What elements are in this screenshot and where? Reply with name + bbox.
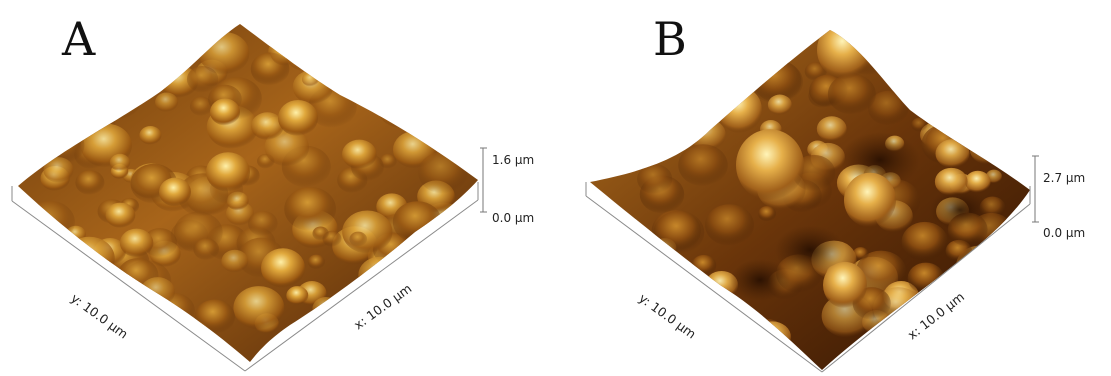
y-axis-label-b: y: 10.0 µm	[636, 290, 699, 341]
plot-box-b	[585, 182, 1031, 373]
afm-panel-b: B	[560, 0, 1111, 376]
y-axis-label-a: y: 10.0 µm	[68, 290, 131, 341]
afm-panel-a: A	[11, 12, 534, 372]
z-min-label-b: 0.0 µm	[1043, 226, 1085, 240]
panel-label-a: A	[62, 12, 96, 66]
afm-surface-plot-b: 2.7 µm 0.0 µm y: 10.0 µm x: 10.0 µm	[585, 30, 1085, 373]
afm-surface-plot-a: 1.6 µm 0.0 µm y: 10.0 µm x: 10.0 µm	[11, 24, 534, 372]
x-axis-label-a: x: 10.0 µm	[351, 281, 414, 333]
z-max-label-a: 1.6 µm	[492, 153, 534, 167]
z-min-label-a: 0.0 µm	[492, 211, 534, 225]
z-max-label-b: 2.7 µm	[1043, 171, 1085, 185]
z-scale-a: 1.6 µm 0.0 µm	[480, 147, 534, 225]
panel-label-b: B	[653, 12, 687, 66]
x-axis-label-b: x: 10.0 µm	[905, 289, 967, 342]
plot-box-a	[11, 182, 479, 372]
z-scale-b: 2.7 µm 0.0 µm	[1032, 155, 1085, 240]
